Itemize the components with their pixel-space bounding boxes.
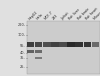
Bar xyxy=(84,42,91,47)
Text: 40-: 40- xyxy=(20,51,26,55)
Bar xyxy=(26,21,100,74)
Text: HepG2: HepG2 xyxy=(28,10,39,21)
Bar xyxy=(27,42,34,47)
Text: 100-: 100- xyxy=(18,33,26,37)
Bar xyxy=(27,50,34,53)
Text: 220-: 220- xyxy=(18,23,26,28)
Text: 25-: 25- xyxy=(20,65,26,69)
Bar xyxy=(35,50,42,53)
Text: MCF-7: MCF-7 xyxy=(44,10,54,21)
Bar xyxy=(92,42,99,47)
Bar xyxy=(59,42,67,47)
Bar xyxy=(75,42,83,47)
Text: Mouse heart: Mouse heart xyxy=(93,3,100,21)
Text: Rat heart: Rat heart xyxy=(84,7,98,21)
Bar xyxy=(67,42,75,47)
Text: Rat brain: Rat brain xyxy=(76,7,90,21)
Bar xyxy=(35,57,42,59)
Text: 293: 293 xyxy=(52,14,59,21)
Bar xyxy=(51,42,59,47)
Text: Hela: Hela xyxy=(36,13,44,21)
Text: 55-: 55- xyxy=(20,44,26,48)
Text: 35-: 35- xyxy=(20,56,26,60)
Bar xyxy=(35,42,42,47)
Text: Jurkat: Jurkat xyxy=(60,11,70,21)
Text: Rat liver: Rat liver xyxy=(68,8,81,21)
Bar xyxy=(43,42,51,47)
